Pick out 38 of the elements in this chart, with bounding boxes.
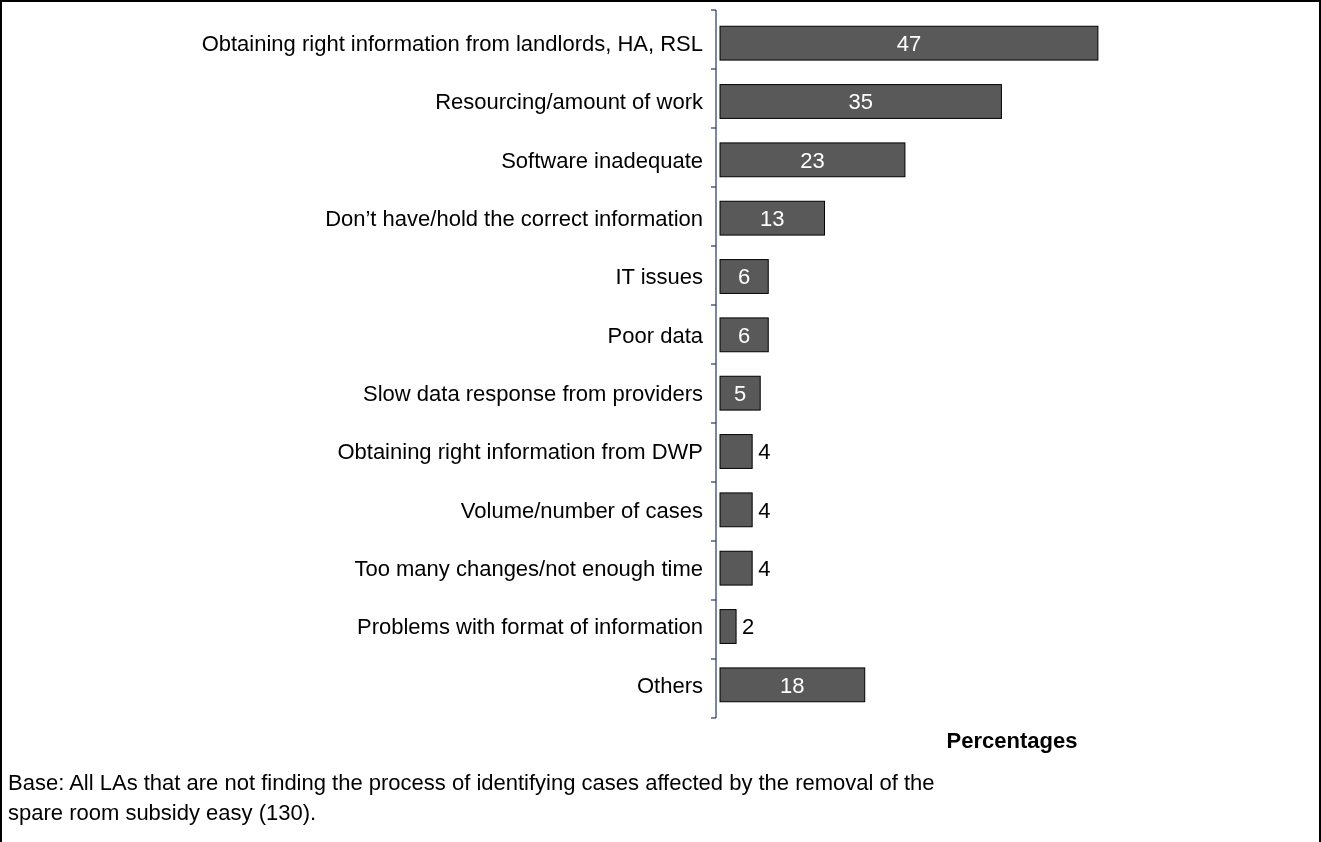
y-tick-label: Poor data bbox=[607, 322, 704, 348]
text: Base: All LAs that are not finding the process of identifying cases affected by the removal of the spare room subsidy easy (130). bbox=[8, 770, 935, 825]
bar bbox=[719, 84, 1002, 119]
data-label: 6 bbox=[737, 264, 751, 290]
data-label: 13 bbox=[760, 205, 785, 231]
y-tick-label: Software inadequate bbox=[501, 147, 703, 173]
y-tick-label: Obtaining right information from landlords, HA, RSL bbox=[201, 30, 703, 56]
y-tick-label: Problems with format of information bbox=[356, 614, 703, 640]
bar bbox=[719, 259, 769, 294]
data-label: 6 bbox=[737, 322, 751, 348]
bar bbox=[719, 550, 753, 586]
data-label: 2 bbox=[742, 614, 755, 640]
x-axis-title: Percentages bbox=[946, 728, 1078, 753]
bar bbox=[719, 434, 753, 469]
y-tick-label: IT issues bbox=[615, 264, 703, 290]
y-tick-label: Too many changes/not enough time bbox=[354, 555, 703, 581]
y-tick-label: Slow data response from providers bbox=[363, 380, 703, 406]
y-tick-label: Resourcing/amount of work bbox=[435, 89, 704, 115]
data-label: 4 bbox=[758, 439, 771, 465]
data-label: 35 bbox=[848, 89, 873, 115]
data-label: 47 bbox=[896, 30, 922, 56]
bar bbox=[719, 492, 753, 528]
bar bbox=[719, 317, 769, 353]
bar bbox=[719, 609, 737, 644]
data-label: 18 bbox=[780, 672, 805, 698]
data-label: 4 bbox=[758, 497, 771, 523]
bar bbox=[719, 375, 761, 411]
y-tick-label: Obtaining right information from DWP bbox=[337, 439, 703, 465]
y-tick-label: Don’t have/hold the correct information bbox=[325, 205, 703, 231]
bar bbox=[719, 200, 826, 236]
y-tick-label: Volume/number of cases bbox=[460, 497, 703, 523]
bar bbox=[719, 25, 1099, 61]
y-tick-label: Others bbox=[636, 672, 703, 698]
bar bbox=[719, 667, 866, 703]
data-label: 5 bbox=[733, 380, 747, 406]
data-label: 4 bbox=[758, 555, 771, 581]
data-label: 23 bbox=[800, 147, 825, 173]
bar bbox=[719, 142, 906, 178]
